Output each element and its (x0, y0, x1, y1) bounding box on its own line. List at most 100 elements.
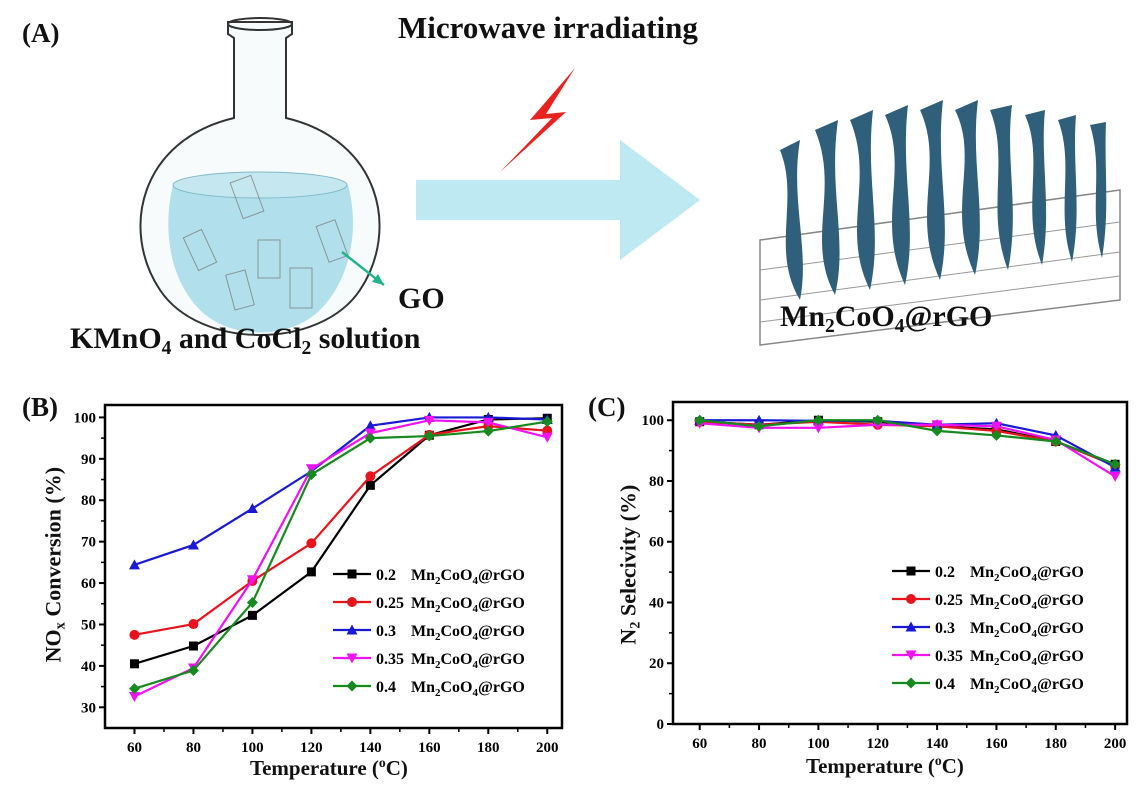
chart-b-data-point (188, 619, 199, 630)
chart-b-data-point (482, 417, 494, 428)
mn2coo4-rgo-structure-icon (759, 100, 1121, 346)
chart-b-ytick-label: 60 (81, 576, 96, 592)
chart-c-data-point (1109, 458, 1121, 470)
chart-b-data-point (246, 597, 258, 609)
chart-b-data-point (247, 610, 257, 620)
chart-b-data-point (305, 469, 317, 481)
product-label: Mn2CoO4@rGO (780, 300, 993, 337)
chart-b-legend-label: Mn2CoO4@rGO (411, 567, 525, 587)
chart-b-ytick-label: 100 (74, 410, 97, 426)
solution-label: KMnO4 and CoCl2 solution (70, 322, 421, 359)
chart-c-series-line (699, 419, 1116, 469)
chart-c-legend-marker (905, 677, 917, 689)
chart-b-data-point (482, 425, 494, 437)
chart-b-legend-item: 0.4 Mn2CoO4@rGO (333, 679, 525, 699)
reaction-arrow-icon (416, 140, 700, 260)
chart-b-series-0.4 (128, 416, 553, 695)
chart-b-ytick-label: 70 (81, 535, 96, 551)
chart-c-legend-item: 0.2 Mn2CoO4@rGO (892, 564, 1084, 584)
chart-c-legend-ratio: 0.35 (935, 648, 963, 665)
chart-c-legend-marker (905, 621, 917, 632)
chart-b-legend-label: Mn2CoO4@rGO (411, 623, 525, 643)
chart-b-legend-label: Mn2CoO4@rGO (411, 595, 525, 615)
chart-b-legend-marker (346, 653, 358, 664)
chart-b-ytick-label: 50 (81, 617, 96, 633)
chart-b-series-line (134, 425, 548, 636)
chart-b-legend-ratio: 0.4 (376, 679, 396, 696)
chart-b-ytick-label: 90 (81, 452, 96, 468)
chart-c-ytick-label: 20 (649, 656, 664, 672)
chart-b-data-point (306, 567, 316, 577)
chart-c-legend-item: 0.4 Mn2CoO4@rGO (892, 676, 1084, 696)
chart-c-data-point (990, 429, 1002, 441)
chart-b-data-point (128, 692, 140, 703)
chart-b-frame (103, 403, 564, 730)
chart-b-legend-item: 0.25 Mn2CoO4@rGO (333, 595, 525, 615)
chart-b-data-point (246, 503, 258, 514)
chart-c-ytick-label: 80 (649, 474, 664, 490)
chart-b-xtick-label: 60 (127, 740, 142, 756)
chart-b-data-point (187, 539, 199, 550)
chart-b-legend-ratio: 0.25 (376, 595, 404, 612)
chart-c-data-point (812, 414, 824, 426)
chart-c-data-point (694, 414, 706, 426)
chart-b-data-point (246, 575, 258, 586)
panel-c-label: (C) (588, 392, 626, 422)
chart-b-data-point (541, 432, 553, 443)
chart-c-data-point (872, 414, 884, 426)
chart-b-series-line (134, 416, 548, 566)
chart-b-data-point (541, 416, 553, 428)
chart-c-ytick-label: 60 (649, 535, 664, 551)
chart-c-xtick-label: 60 (692, 736, 707, 752)
chart-c-legend-label: Mn2CoO4@rGO (970, 648, 1084, 668)
chart-b-ytick-label: 30 (81, 700, 96, 716)
chart-b-xtick-label: 180 (477, 740, 500, 756)
chart-c-data-point (990, 421, 1002, 432)
graphene-oxide-sheets (182, 174, 349, 311)
chart-c-legend-marker (906, 594, 916, 604)
chart-b-data-point (128, 559, 140, 570)
chart-c-xtick-label: 180 (1045, 736, 1068, 752)
chart-c-legend-marker (906, 566, 916, 576)
chart-b-xtick-label: 80 (186, 740, 201, 756)
panel-a-label: (A) (22, 18, 60, 48)
chart-b-data-point (423, 430, 435, 442)
chart-c-series-0.4 (694, 414, 1121, 470)
chart-b-legend-item: 0.2 Mn2CoO4@rGO (333, 567, 525, 587)
chart-b-xtick-label: 200 (536, 740, 559, 756)
chart-c-data-point (812, 423, 824, 434)
chart-b-data-point (365, 471, 376, 482)
chart-b-data-point (129, 629, 140, 640)
chart-c-ytick-label: 0 (657, 717, 665, 733)
chart-b-data-point (188, 641, 198, 651)
lightning-icon (500, 68, 575, 172)
chart-b-legend-label: Mn2CoO4@rGO (411, 651, 525, 671)
chart-b-xtick-label: 100 (241, 740, 264, 756)
chart-b-data-point (365, 480, 375, 490)
chart-c-legend-ratio: 0.2 (935, 564, 955, 581)
chart-b-ylabel: NOx Conversion (%) (40, 466, 69, 663)
chart-c-xtick-label: 160 (985, 736, 1008, 752)
chart-b-data-point (306, 538, 317, 549)
chart-b-xtick-label: 120 (300, 740, 323, 756)
chart-c-xtick-label: 100 (807, 736, 830, 752)
chart-c-legend-marker (905, 650, 917, 661)
chart-c-legend-label: Mn2CoO4@rGO (970, 592, 1084, 612)
chart-c-legend-item: 0.35 Mn2CoO4@rGO (892, 648, 1084, 668)
chart-b-xtick-label: 140 (359, 740, 382, 756)
chart-c-frame (671, 400, 1129, 726)
chart-b-data-point (129, 659, 139, 669)
chart-b-series-line (134, 419, 548, 698)
chart-c-data-point (931, 425, 943, 437)
synthesis-diagram (139, 17, 1121, 346)
chart-c-legend-label: Mn2CoO4@rGO (970, 676, 1084, 696)
go-label: GO (398, 282, 445, 315)
chart-b-data-point (187, 664, 199, 676)
chart-c-xtick-label: 120 (866, 736, 889, 752)
chart-c-ytick-label: 100 (642, 413, 665, 429)
chart-c-data-point (1109, 471, 1121, 482)
chart-c-legend-item: 0.3 Mn2CoO4@rGO (892, 620, 1084, 640)
chart-c-ylabel: N2 Selecivity (%) (615, 484, 644, 645)
chart-c-data-point (753, 420, 765, 432)
